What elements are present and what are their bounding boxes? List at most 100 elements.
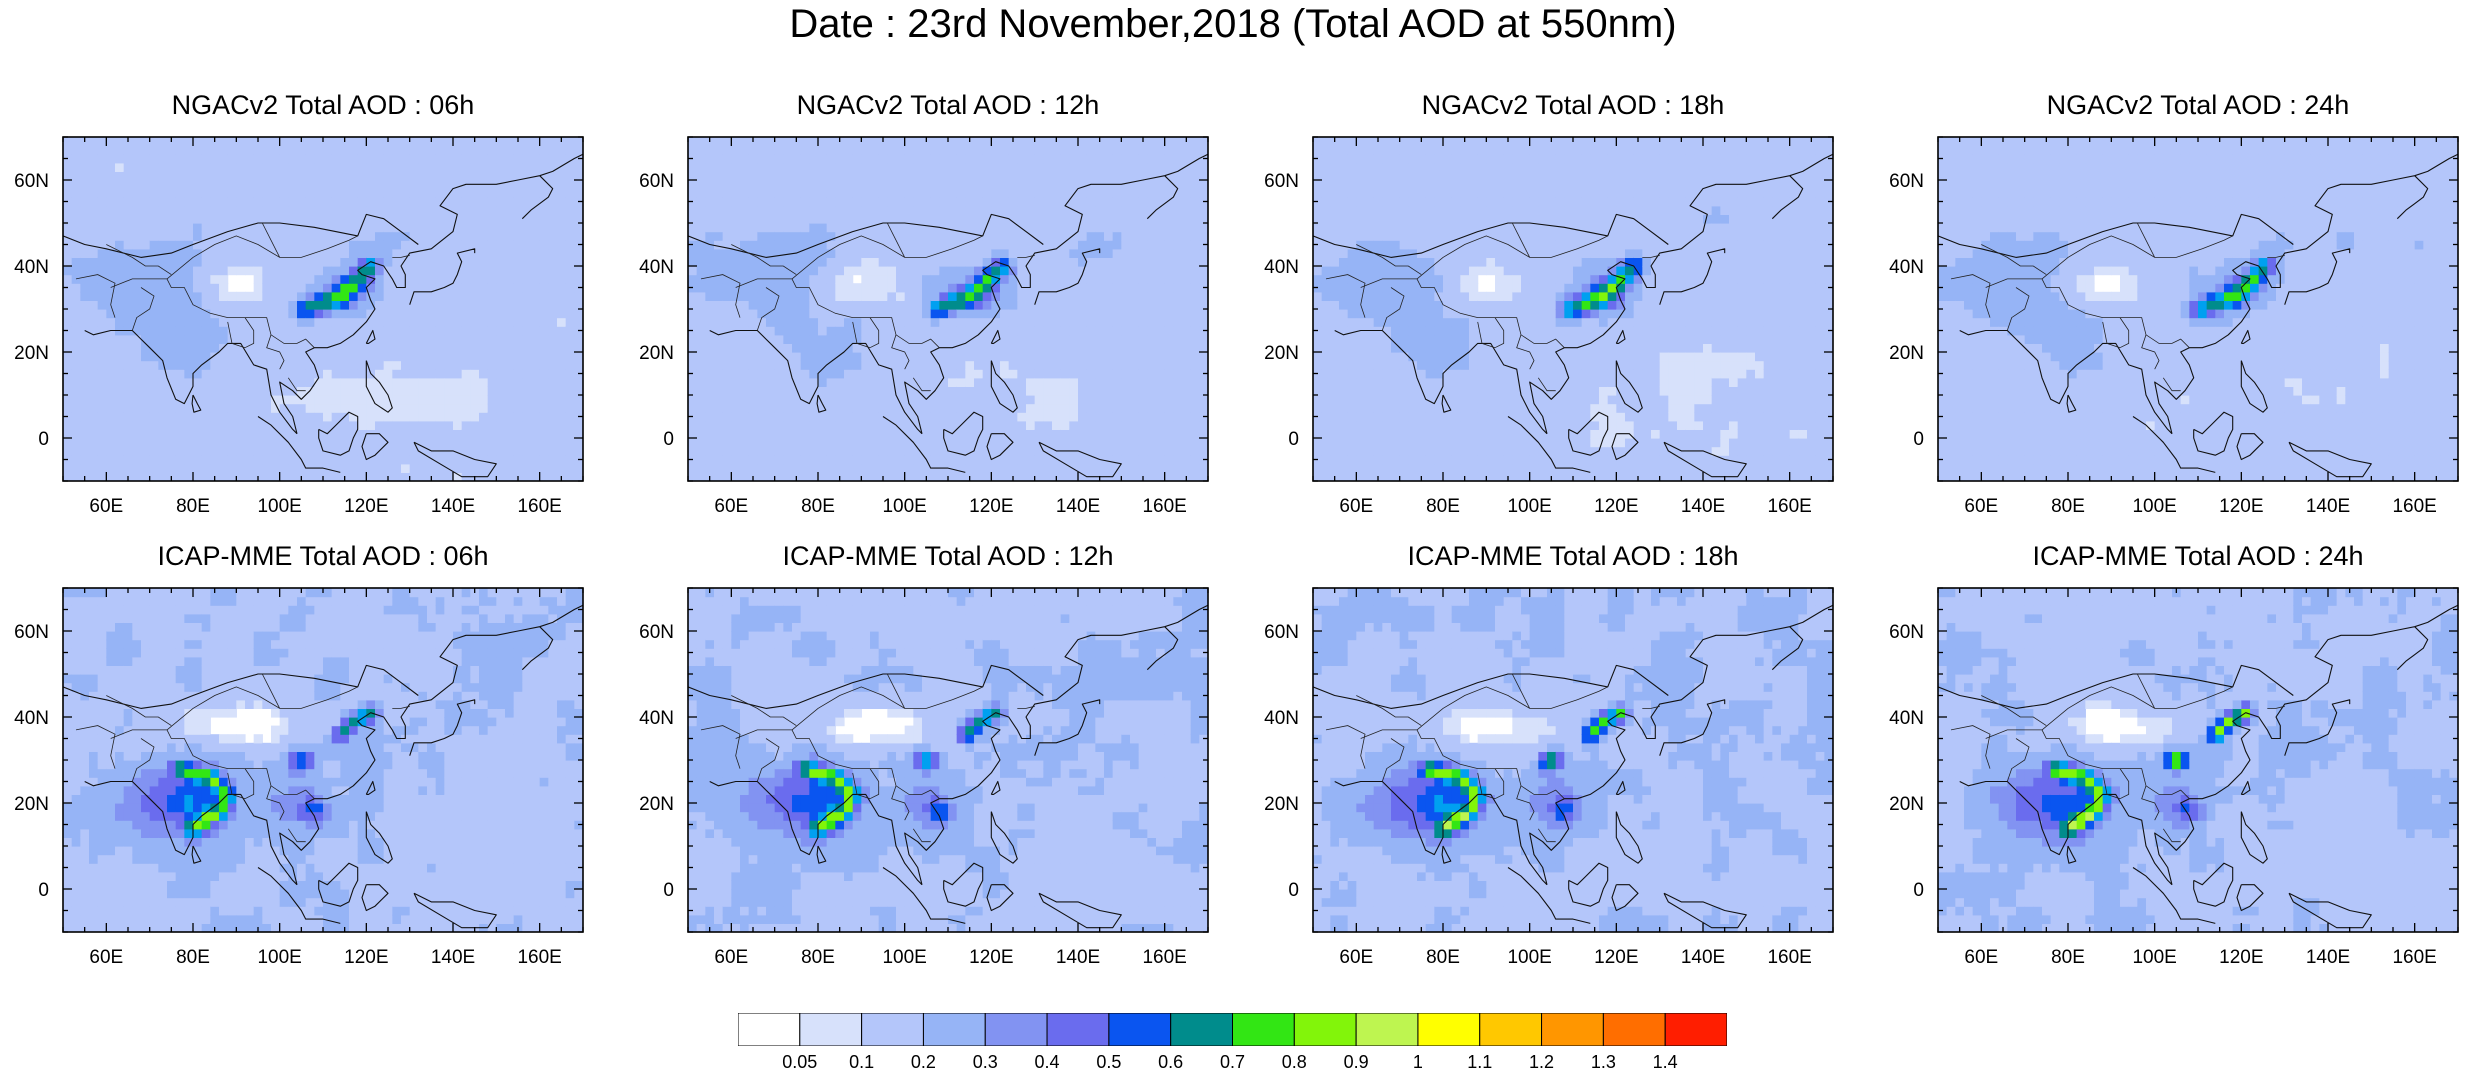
lon-tick-label: 80E — [176, 496, 210, 517]
panel-title: ICAP-MME Total AOD : 12h — [648, 540, 1248, 572]
colorbar-tick-label: 0.05 — [770, 1052, 830, 1072]
lon-tick-label: 140E — [431, 947, 475, 968]
colorbar-box — [923, 1013, 985, 1046]
colorbar-box — [1418, 1013, 1480, 1046]
lat-tick-label: 60N — [639, 171, 674, 192]
lon-tick-label: 160E — [2392, 496, 2436, 517]
lon-tick-label: 100E — [257, 496, 301, 517]
lat-tick-label: 0 — [1913, 880, 1924, 901]
lat-tick-label: 40N — [1264, 708, 1299, 729]
aod-field — [1313, 588, 1834, 933]
lon-tick-label: 120E — [2219, 496, 2263, 517]
lon-tick-label: 60E — [1964, 496, 1998, 517]
colorbar-tick-label: 1.1 — [1450, 1052, 1510, 1072]
colorbar-box — [1665, 1013, 1727, 1046]
lat-tick-label: 60N — [639, 622, 674, 643]
colorbar-tick-label: 0.4 — [1017, 1052, 1077, 1072]
lat-tick-label: 40N — [14, 257, 49, 278]
lon-tick-label: 120E — [969, 496, 1013, 517]
lat-tick-label: 40N — [1264, 257, 1299, 278]
lon-tick-label: 80E — [176, 947, 210, 968]
colorbar-tick-label: 0.6 — [1141, 1052, 1201, 1072]
lat-tick-label: 0 — [1288, 429, 1299, 450]
colorbar-box — [1356, 1013, 1418, 1046]
colorbar-box — [738, 1013, 800, 1046]
lat-tick-label: 0 — [38, 880, 49, 901]
lon-tick-label: 80E — [1426, 496, 1460, 517]
lon-tick-label: 120E — [2219, 947, 2263, 968]
colorbar-tick-label: 1.2 — [1512, 1052, 1572, 1072]
lat-tick-label: 20N — [1889, 794, 1924, 815]
lon-tick-label: 120E — [344, 496, 388, 517]
lon-tick-label: 80E — [801, 947, 835, 968]
lat-tick-label: 20N — [14, 794, 49, 815]
lon-tick-label: 100E — [882, 496, 926, 517]
lat-tick-label: 0 — [663, 880, 674, 901]
lon-tick-label: 160E — [517, 947, 561, 968]
colorbar-tick-label: 0.9 — [1326, 1052, 1386, 1072]
lon-tick-label: 100E — [1507, 496, 1551, 517]
lat-tick-label: 40N — [1889, 708, 1924, 729]
lon-tick-label: 160E — [517, 496, 561, 517]
lat-tick-label: 60N — [14, 171, 49, 192]
colorbar — [738, 1013, 1727, 1046]
lat-tick-label: 0 — [38, 429, 49, 450]
lon-tick-label: 120E — [1594, 947, 1638, 968]
lon-tick-label: 160E — [1767, 496, 1811, 517]
lon-tick-label: 80E — [1426, 947, 1460, 968]
lon-tick-label: 160E — [1142, 496, 1186, 517]
lon-tick-label: 140E — [1056, 947, 1100, 968]
lat-tick-label: 0 — [1288, 880, 1299, 901]
lon-tick-label: 120E — [1594, 496, 1638, 517]
colorbar-tick-label: 1.3 — [1573, 1052, 1633, 1072]
colorbar-box — [862, 1013, 924, 1046]
aod-field — [63, 588, 584, 933]
colorbar-tick-label: 0.7 — [1203, 1052, 1263, 1072]
lon-tick-label: 140E — [431, 496, 475, 517]
colorbar-box — [985, 1013, 1047, 1046]
colorbar-box — [1233, 1013, 1295, 1046]
panel-title: NGACv2 Total AOD : 18h — [1273, 89, 1873, 121]
colorbar-box — [1109, 1013, 1171, 1046]
lon-tick-label: 140E — [1681, 496, 1725, 517]
lat-tick-label: 20N — [639, 794, 674, 815]
colorbar-box — [1542, 1013, 1604, 1046]
lon-tick-label: 140E — [1681, 947, 1725, 968]
lon-tick-label: 160E — [2392, 947, 2436, 968]
colorbar-tick-label: 0.1 — [832, 1052, 892, 1072]
lon-tick-label: 100E — [2132, 496, 2176, 517]
lat-tick-label: 60N — [14, 622, 49, 643]
lon-tick-label: 80E — [2051, 947, 2085, 968]
lon-tick-label: 60E — [714, 947, 748, 968]
colorbar-tick-label: 0.5 — [1079, 1052, 1139, 1072]
colorbar-box — [1047, 1013, 1109, 1046]
lat-tick-label: 60N — [1264, 171, 1299, 192]
lon-tick-label: 60E — [89, 947, 123, 968]
lon-tick-label: 140E — [2306, 496, 2350, 517]
colorbar-box — [1294, 1013, 1356, 1046]
aod-field — [1938, 137, 2459, 482]
lat-tick-label: 40N — [1889, 257, 1924, 278]
lat-tick-label: 0 — [1913, 429, 1924, 450]
panel-title: NGACv2 Total AOD : 24h — [1898, 89, 2466, 121]
lat-tick-label: 20N — [1889, 343, 1924, 364]
aod-field — [63, 137, 584, 482]
panel-title: NGACv2 Total AOD : 12h — [648, 89, 1248, 121]
colorbar-tick-label: 0.8 — [1264, 1052, 1324, 1072]
panel-title: NGACv2 Total AOD : 06h — [23, 89, 623, 121]
lat-tick-label: 60N — [1889, 171, 1924, 192]
lon-tick-label: 60E — [1964, 947, 1998, 968]
